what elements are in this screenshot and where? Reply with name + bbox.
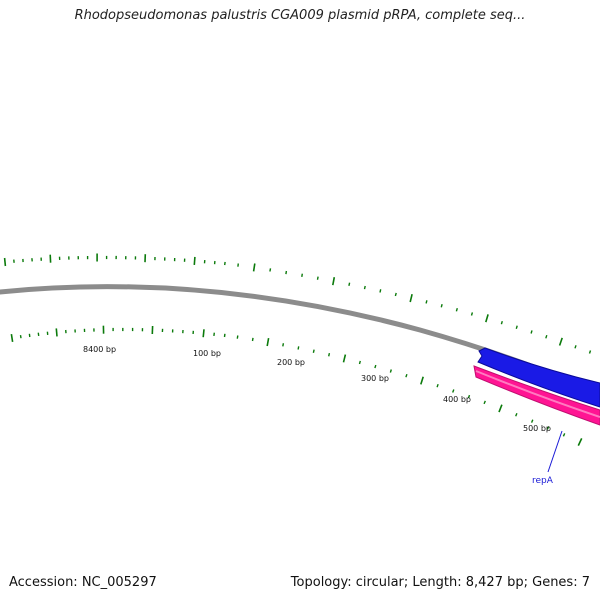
inner-tick	[312, 349, 315, 353]
inner-tick	[562, 433, 566, 437]
outer-tick	[530, 330, 533, 334]
inner-tick-ring	[10, 325, 583, 446]
inner-tick	[436, 383, 439, 388]
outer-tick	[574, 345, 577, 349]
outer-tick	[515, 325, 518, 329]
inner-tick	[342, 354, 347, 363]
position-label-200: 200 bp	[277, 358, 305, 367]
inner-tick	[467, 394, 471, 399]
outer-tick	[252, 263, 256, 272]
position-label-100: 100 bp	[193, 349, 221, 358]
inner-tick	[55, 328, 58, 337]
gene-label-leader	[547, 430, 563, 473]
position-label-8400: 8400 bp	[83, 345, 116, 354]
inner-tick	[498, 404, 503, 413]
inner-tick	[251, 337, 254, 342]
inner-tick	[405, 373, 408, 378]
outer-tick	[285, 270, 288, 275]
outer-tick	[409, 294, 413, 303]
outer-tick	[193, 256, 196, 265]
inner-tick	[420, 376, 424, 385]
outer-tick	[379, 289, 382, 293]
accession-text: Accession: NC_005297	[9, 575, 157, 590]
outer-tick	[316, 276, 319, 280]
position-label-400: 400 bp	[443, 395, 471, 404]
outer-tick	[558, 337, 563, 346]
outer-tick	[440, 304, 443, 308]
outer-tick	[425, 300, 428, 304]
inner-tick	[19, 334, 22, 339]
outer-tick-ring	[3, 253, 592, 354]
inner-tick	[452, 389, 455, 393]
inner-tick	[202, 329, 205, 338]
outer-tick	[588, 350, 592, 354]
inner-tick	[266, 337, 270, 347]
map-summary-text: Topology: circular; Length: 8,427 bp; Ge…	[290, 575, 590, 590]
position-label-300: 300 bp	[361, 374, 389, 383]
outer-tick	[394, 292, 397, 297]
outer-tick	[3, 257, 7, 267]
inner-tick	[530, 419, 534, 423]
inner-tick	[358, 360, 361, 365]
inner-tick	[389, 369, 392, 373]
outer-tick	[500, 320, 503, 325]
inner-tick	[236, 335, 239, 339]
map-title: Rhodopseudomonas palustris CGA009 plasmi…	[74, 8, 526, 23]
inner-tick	[546, 426, 550, 430]
outer-tick	[545, 334, 548, 339]
inner-tick	[374, 364, 377, 369]
inner-tick	[282, 343, 285, 347]
outer-tick	[485, 314, 489, 323]
gene-arrow-repa[interactable]	[477, 347, 600, 408]
outer-tick	[363, 285, 366, 290]
position-label-500: 500 bp	[523, 424, 551, 433]
outer-tick	[301, 273, 303, 278]
inner-tick	[10, 333, 14, 343]
inner-tick	[483, 400, 486, 405]
outer-tick	[348, 282, 351, 286]
outer-tick	[269, 268, 272, 272]
gene-label-repa[interactable]: repA	[532, 476, 554, 486]
inner-tick	[577, 438, 583, 446]
outer-tick	[332, 277, 336, 286]
inner-tick	[297, 346, 300, 350]
inner-tick	[515, 412, 518, 417]
inner-tick	[328, 352, 331, 357]
outer-tick	[455, 308, 458, 312]
gene-bar-pink-highlight	[475, 370, 600, 418]
outer-tick	[470, 312, 474, 316]
